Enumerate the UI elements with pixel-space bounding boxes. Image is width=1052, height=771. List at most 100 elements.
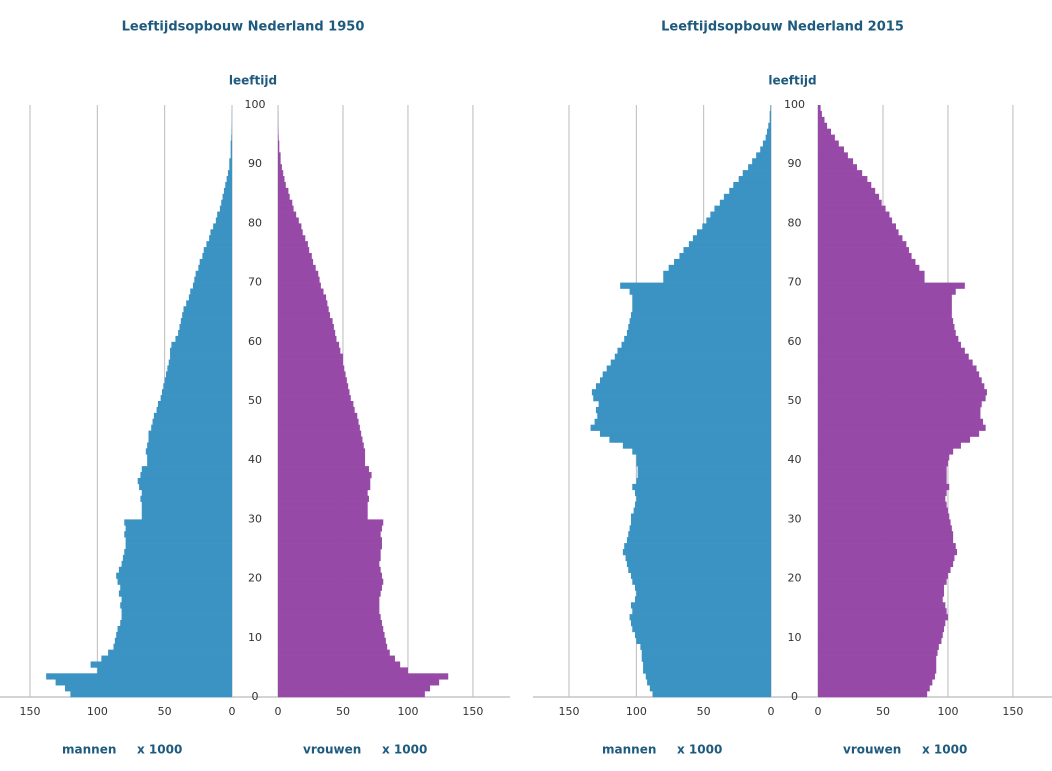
bar — [768, 122, 771, 129]
bar — [625, 554, 771, 562]
bar — [213, 223, 232, 230]
bar — [641, 655, 771, 662]
y-axis-label: leeftijd — [768, 74, 816, 88]
bar — [278, 329, 336, 337]
bar — [818, 667, 937, 674]
bar — [636, 477, 771, 485]
bar — [636, 460, 771, 467]
bar — [198, 264, 232, 272]
bar — [818, 655, 937, 662]
bar — [167, 365, 232, 372]
bar — [710, 211, 771, 218]
bar — [278, 596, 380, 603]
bar — [818, 507, 948, 514]
x-tick-label: 50 — [158, 705, 172, 718]
bar — [628, 324, 771, 331]
bar — [278, 436, 363, 443]
bar — [818, 460, 948, 467]
bar — [278, 158, 281, 165]
y-tick-label: 40 — [248, 453, 262, 466]
bar — [278, 270, 319, 277]
bar — [278, 235, 306, 242]
bar — [278, 691, 425, 698]
bar — [818, 608, 947, 615]
bar — [617, 347, 771, 354]
bar — [278, 525, 382, 532]
bar — [818, 519, 951, 526]
bar — [160, 395, 232, 402]
bar — [278, 253, 312, 260]
bar — [649, 685, 771, 692]
bar — [179, 324, 232, 331]
bar — [818, 661, 937, 668]
bar — [278, 472, 372, 479]
bar — [636, 590, 771, 597]
legend-label: mannen — [602, 743, 656, 757]
bar — [818, 560, 954, 568]
bar — [278, 572, 382, 579]
bar — [818, 152, 848, 159]
bar — [203, 247, 232, 254]
bar — [278, 442, 364, 449]
y-axis-label: leeftijd — [229, 74, 277, 88]
bar — [229, 158, 232, 165]
bar — [692, 235, 771, 242]
bar — [206, 241, 232, 248]
bar — [818, 430, 980, 437]
bar — [278, 667, 408, 674]
bar — [278, 318, 333, 325]
bar — [632, 608, 771, 615]
bar — [278, 211, 297, 218]
bar — [117, 578, 232, 585]
bar — [278, 134, 279, 141]
bar — [157, 401, 232, 408]
bar — [652, 691, 771, 698]
x-tick-label: 0 — [768, 705, 775, 718]
y-tick-label: 70 — [788, 276, 802, 289]
bar — [90, 661, 232, 668]
bar — [278, 412, 358, 420]
bar — [818, 193, 880, 201]
bar — [278, 460, 366, 467]
bar — [278, 560, 380, 568]
bar — [629, 318, 771, 325]
bar — [818, 229, 899, 236]
x-tick-label: 100 — [626, 705, 647, 718]
bar — [278, 679, 440, 686]
bar — [278, 205, 294, 212]
bar — [141, 489, 232, 497]
bar — [766, 128, 771, 135]
bar — [590, 424, 771, 431]
bar — [752, 158, 771, 165]
bar — [278, 264, 316, 272]
bar — [164, 377, 232, 384]
bar — [140, 495, 232, 502]
bar — [818, 241, 907, 248]
bar — [630, 519, 771, 526]
bar — [124, 531, 232, 538]
bar — [818, 477, 947, 485]
bar — [278, 401, 354, 408]
bar — [818, 134, 835, 141]
bar — [599, 377, 771, 384]
y-tick-label: 90 — [248, 157, 262, 170]
y-tick-label: 20 — [248, 572, 262, 585]
bar — [645, 673, 771, 680]
bar — [278, 489, 368, 497]
bar — [117, 625, 232, 633]
bar — [818, 110, 822, 118]
bar — [636, 637, 771, 645]
bar — [818, 602, 946, 609]
bar — [278, 247, 310, 254]
y-tick-label: 90 — [788, 157, 802, 170]
bar — [818, 116, 825, 124]
bar — [278, 389, 350, 396]
bar — [593, 395, 771, 402]
bar — [278, 673, 449, 680]
bar — [818, 282, 965, 289]
bar — [278, 241, 308, 248]
bar — [818, 258, 916, 266]
bar — [222, 193, 232, 201]
bar — [632, 300, 771, 307]
